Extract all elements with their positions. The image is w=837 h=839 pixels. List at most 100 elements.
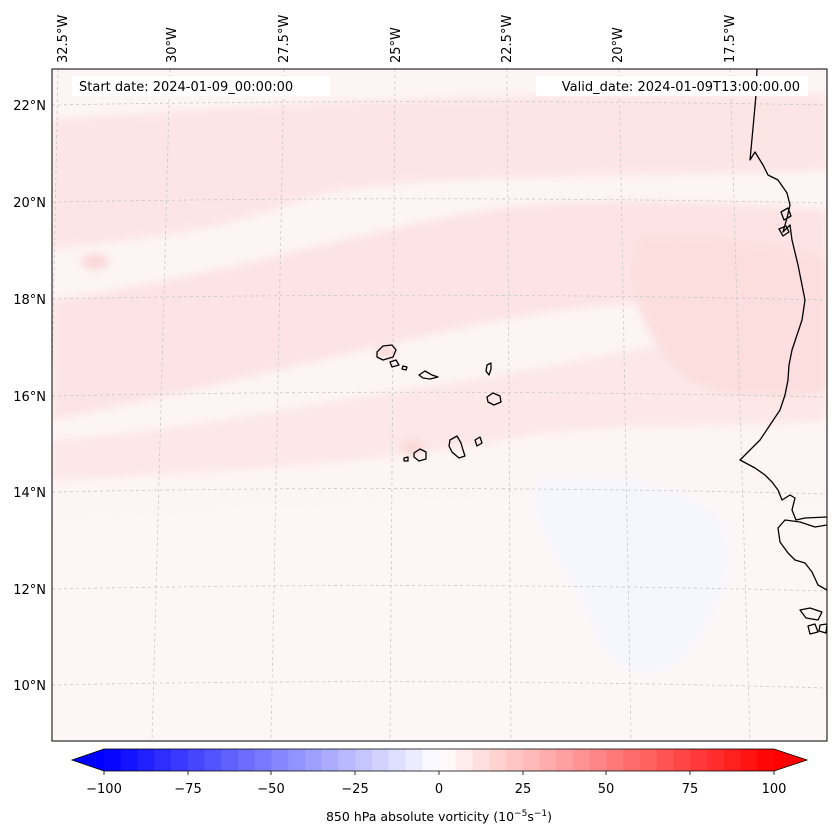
colorbar-swatch [489, 749, 507, 771]
colorbar-swatch [254, 749, 273, 771]
start-date-box [72, 76, 330, 96]
parallel-gridline [52, 294, 827, 301]
colorbar-swatch [455, 749, 474, 771]
colorbar-swatch [288, 749, 306, 771]
coastal-islet [799, 607, 823, 621]
coastal-islet [807, 623, 819, 635]
lon-label-27-5w: 27.5°W [277, 15, 292, 63]
coastline [739, 69, 827, 635]
colorbar-swatch [154, 749, 172, 771]
island-boa-vista [486, 392, 502, 406]
colorbar-tick-label: −25 [341, 782, 368, 797]
colorbar-swatch [439, 749, 457, 771]
colorbar-tick-label: 0 [435, 782, 443, 797]
colorbar-swatch [472, 749, 490, 771]
parallel-gridline [52, 585, 827, 592]
lon-label-22-5w: 22.5°W [500, 15, 515, 63]
island-sal [485, 362, 492, 376]
colorbar-swatch [338, 749, 356, 771]
colorbar-swatch [204, 749, 222, 771]
colorbar-swatch [187, 749, 206, 771]
colorbar-swatch [723, 749, 742, 771]
colorbar-swatch [740, 749, 758, 771]
lon-label-32-5w: 32.5°W [56, 15, 71, 63]
colorbar-swatch [522, 749, 541, 771]
colorbar-tick-label: −100 [86, 782, 122, 797]
colorbar-swatch [640, 749, 658, 771]
valid-date-label: Valid_date: 2024-01-09T13:00:00.00 [562, 80, 800, 95]
colorbar-tick-label: −50 [257, 782, 284, 797]
coastal-islet [818, 623, 827, 634]
island-sao-vicente [389, 359, 400, 368]
africa-coastline-south [777, 519, 827, 591]
colorbar-ticks [103, 771, 775, 775]
colorbar-tick-label: 100 [762, 782, 787, 797]
meridian-gridline [270, 69, 285, 741]
lon-label-20w: 20°W [611, 27, 626, 63]
colorbar-swatch [221, 749, 239, 771]
colorbar-swatch [539, 749, 557, 771]
lon-label-17-5w: 17.5°W [723, 15, 738, 63]
cape-verde-islands [376, 344, 502, 462]
positive-vorticity-bands [52, 94, 827, 741]
colorbar-swatch [355, 749, 373, 771]
meridian-gridline [506, 69, 512, 741]
parallel-gridline [52, 101, 827, 106]
colorbar-tick-label: −75 [174, 782, 201, 797]
map-panel: Start date: 2024-01-09_00:00:00 Valid_da… [52, 69, 827, 741]
colorbar-swatch [405, 749, 423, 771]
colorbar-swatch [422, 749, 440, 771]
parallel-gridline [52, 488, 827, 495]
colorbar-swatch [171, 749, 189, 771]
coastal-island [780, 207, 792, 221]
parallel-gridline [52, 198, 827, 204]
coastal-island [778, 225, 790, 237]
colorbar-exponent: −5 [514, 809, 527, 819]
colorbar-swatch [707, 749, 725, 771]
colorbar-tick-label: 75 [682, 782, 699, 797]
island-santa-luzia [401, 365, 408, 371]
colorbar-swatch [757, 749, 775, 771]
graticule [52, 69, 827, 741]
colorbar-swatch [137, 749, 155, 771]
colorbar-tick-label: 50 [598, 782, 615, 797]
colorbar-swatch [271, 749, 289, 771]
colorbar-swatch [623, 749, 641, 771]
colorbar-close-paren: ) [547, 809, 552, 824]
meridian-gridline [151, 69, 171, 741]
colorbar-swatch [506, 749, 524, 771]
colorbar-swatch [556, 749, 574, 771]
colorbar-swatch [372, 749, 390, 771]
africa-coastline [739, 69, 827, 521]
longitude-labels: 32.5°W 30°W 27.5°W 25°W 22.5°W 20°W 17.5… [56, 15, 738, 63]
vorticity-band [52, 330, 827, 480]
lat-label-14n: 14°N [13, 486, 46, 501]
colorbar-swatch [673, 749, 691, 771]
colorbar-swatch [104, 749, 122, 771]
parallel-gridline [52, 391, 827, 398]
meridian-gridline [618, 69, 632, 741]
map-frame [51, 68, 828, 742]
lat-label-20n: 20°N [13, 196, 46, 211]
weak-negative-area [535, 476, 728, 673]
colorbar-swatch [589, 749, 608, 771]
start-date-label: Start date: 2024-01-09_00:00:00 [79, 80, 293, 95]
meridian-gridline [729, 69, 751, 741]
vorticity-spot [81, 254, 109, 270]
vorticity-spot [376, 346, 396, 358]
colorbar-swatch [120, 749, 139, 771]
vorticity-band [633, 237, 827, 396]
colorbar-swatches [104, 749, 775, 771]
lon-label-25w: 25°W [389, 27, 404, 63]
lat-label-22n: 22°N [13, 99, 46, 114]
colorbar-tick-label: 25 [515, 782, 532, 797]
vorticity-spot [401, 441, 425, 455]
colorbar-swatch [321, 749, 340, 771]
parallel-gridline [52, 681, 827, 689]
island-santo-antao [376, 344, 397, 361]
colorbar-swatch [606, 749, 624, 771]
latitude-labels: 22°N 20°N 18°N 16°N 14°N 12°N 10°N [13, 99, 46, 694]
colorbar-unit: s [527, 809, 534, 824]
island-santiago [448, 435, 466, 459]
